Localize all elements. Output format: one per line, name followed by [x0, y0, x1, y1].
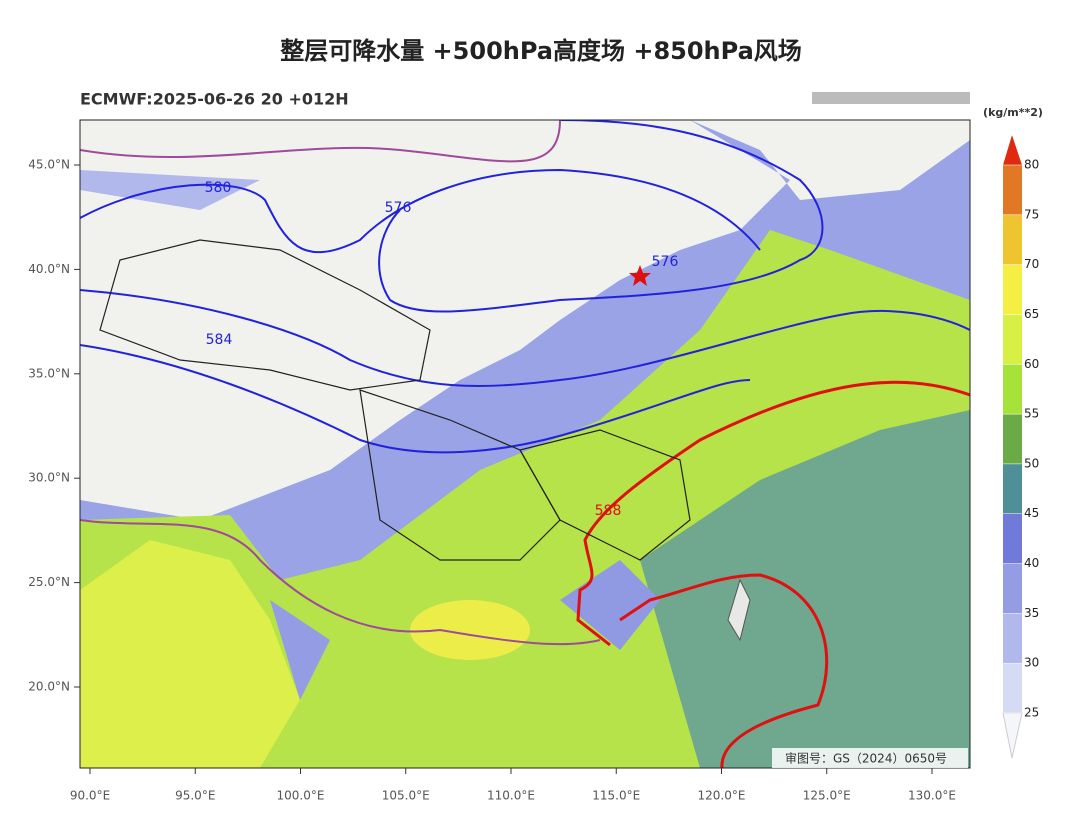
- lon-label: 130.0°E: [908, 789, 956, 803]
- contour-label: 580: [205, 180, 232, 196]
- contour-label: 576: [385, 200, 412, 216]
- colorbar-bottom: [1002, 712, 1023, 759]
- map: [80, 120, 970, 768]
- colorbar-label: 50: [1024, 456, 1039, 470]
- colorbar-top: [1003, 135, 1022, 165]
- colorbar-band: [1003, 314, 1022, 365]
- colorbar-band: [1003, 563, 1022, 614]
- colorbar-label: 70: [1024, 257, 1039, 271]
- contour-label: 576: [652, 254, 679, 270]
- colorbar-unit: (kg/m**2): [983, 106, 1043, 119]
- colorbar-label: 35: [1024, 606, 1039, 620]
- colorbar-label: 55: [1024, 407, 1039, 421]
- colorbar-label: 80: [1024, 158, 1039, 172]
- lon-label: 115.0°E: [592, 789, 640, 803]
- colorbar-label: 40: [1024, 556, 1039, 570]
- lat-label: 20.0°N: [28, 680, 70, 694]
- colorbar-band: [1003, 165, 1022, 215]
- lat-label: 30.0°N: [28, 471, 70, 485]
- approval-bg: [772, 748, 968, 768]
- colorbar-band: [1003, 513, 1022, 564]
- lon-label: 95.0°E: [175, 789, 215, 803]
- colorbar-label: 30: [1024, 656, 1039, 670]
- lon-label: 105.0°E: [382, 789, 430, 803]
- approval-number: 审图号：GS（2024）0650号: [785, 751, 947, 766]
- lon-label: 100.0°E: [277, 789, 325, 803]
- title: 整层可降水量 +500hPa高度场 +850hPa风场: [280, 37, 802, 65]
- subtitle: ECMWF:2025-06-26 20 +012H: [80, 90, 349, 109]
- contour-label: 588: [595, 503, 622, 519]
- colorbar-label: 45: [1024, 506, 1039, 520]
- lon-label: 120.0°E: [698, 789, 746, 803]
- colorbar-band: [1003, 364, 1022, 415]
- colorbar-label: 25: [1024, 706, 1039, 720]
- colorbar-band: [1003, 613, 1022, 664]
- lat-label: 25.0°N: [28, 575, 70, 589]
- colorbar-band: [1003, 414, 1022, 464]
- colorbar-band: [1003, 214, 1022, 265]
- lat-label: 45.0°N: [28, 158, 70, 172]
- colorbar-label: 60: [1024, 357, 1039, 371]
- colorbar-band: [1003, 264, 1022, 315]
- lon-label: 125.0°E: [803, 789, 851, 803]
- lon-label: 90.0°E: [70, 789, 110, 803]
- colorbar-band: [1003, 463, 1022, 514]
- blurred-logo: [812, 92, 970, 104]
- colorbar-band: [1003, 663, 1022, 713]
- lat-label: 40.0°N: [28, 262, 70, 276]
- colorbar-label: 65: [1024, 307, 1039, 321]
- lon-label: 110.0°E: [487, 789, 535, 803]
- map-frame: [79, 119, 971, 769]
- colorbar-label: 75: [1024, 207, 1039, 221]
- lat-label: 35.0°N: [28, 366, 70, 380]
- contour-label: 584: [206, 332, 233, 348]
